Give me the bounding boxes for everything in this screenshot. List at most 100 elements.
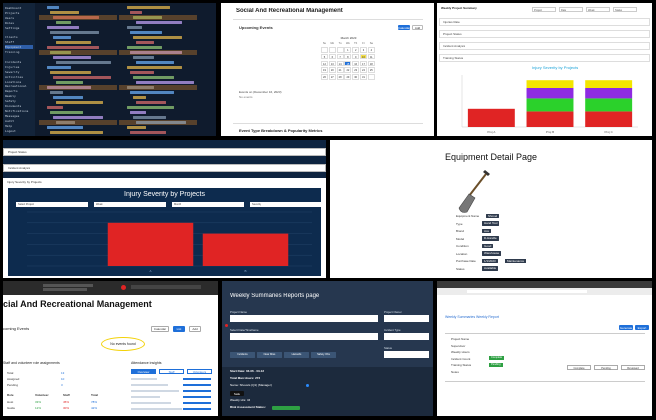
sidebar-item[interactable]: Users (5, 15, 15, 20)
add-button[interactable]: Add (189, 326, 201, 332)
sidebar-item[interactable]: Settings (5, 25, 20, 30)
sidebar-item[interactable]: Documents (5, 104, 22, 108)
list-button[interactable]: List (173, 326, 185, 332)
insight-tab[interactable]: Overview (131, 369, 156, 374)
project-status-field[interactable]: Project Status (3, 148, 326, 156)
calendar-day[interactable]: 5 (321, 53, 328, 60)
calendar-day[interactable]: 28 (336, 74, 344, 80)
bar-segment[interactable] (526, 111, 574, 127)
calendar-day[interactable]: 31 (360, 74, 367, 80)
calendar-day[interactable]: 18 (367, 60, 375, 67)
bar[interactable] (202, 233, 289, 266)
insight-tab[interactable]: Volunteers (187, 369, 212, 374)
calendar-day[interactable]: 25 (367, 67, 375, 73)
sidebar-item[interactable]: Equipment (5, 45, 33, 50)
calendar-day[interactable]: 19 (321, 67, 328, 73)
filter-select[interactable]: Week (586, 7, 610, 12)
sidebar-item[interactable] (5, 55, 33, 59)
calendar-day[interactable]: 1 (344, 47, 352, 53)
bar-segment[interactable] (585, 98, 633, 112)
sidebar-item[interactable]: Dashboard (5, 6, 22, 10)
calendar-day[interactable]: 9 (352, 53, 360, 60)
add-event-button[interactable]: Add (412, 25, 423, 30)
calendar-button[interactable]: Calendar (151, 326, 169, 332)
bar-segment[interactable] (585, 111, 633, 127)
sidebar-item[interactable]: Recreational (5, 84, 27, 89)
sidebar-item[interactable]: Weekly (5, 94, 16, 99)
filter-select[interactable]: Project (532, 7, 556, 12)
bar-segment[interactable] (585, 80, 633, 88)
calendar-day[interactable]: 3 (360, 47, 367, 53)
calendar-day[interactable]: 23 (352, 67, 360, 73)
sidebar-item[interactable]: Training (5, 50, 20, 55)
filter-select[interactable]: Status (613, 7, 637, 12)
sidebar-item[interactable] (5, 31, 33, 35)
report-tab[interactable]: Incidents (230, 352, 255, 358)
bar-segment[interactable] (467, 108, 515, 127)
summary-field[interactable]: Training Status (439, 54, 650, 62)
export-button[interactable]: Export (635, 325, 649, 330)
calendar-button[interactable]: Calendar (397, 25, 411, 30)
report-field[interactable] (230, 333, 378, 340)
calendar-day[interactable]: 15 (344, 60, 352, 67)
calendar-day[interactable]: 22 (344, 67, 352, 73)
summary-field[interactable]: Injuries Rate (439, 18, 650, 26)
status-chip[interactable]: Complete (567, 365, 591, 370)
sidebar-item[interactable]: Help (5, 123, 13, 128)
report-field[interactable] (384, 351, 429, 358)
calendar-day[interactable]: 11 (367, 53, 375, 60)
report-field[interactable] (384, 315, 429, 322)
calendar-day[interactable]: 13 (328, 60, 336, 67)
sidebar-item[interactable]: Roles (5, 20, 15, 25)
report-field[interactable] (384, 333, 429, 340)
sidebar-item[interactable]: Clients (5, 35, 18, 40)
sidebar-item[interactable]: Severity (5, 69, 20, 74)
calendar-day[interactable]: 24 (360, 67, 367, 73)
calendar-day[interactable]: 10 (360, 53, 367, 60)
insight-tab[interactable]: Staff (159, 369, 184, 374)
sidebar-item[interactable]: Incidents (5, 59, 22, 64)
sidebar-item[interactable]: Notifications (5, 108, 29, 113)
chart-filter[interactable]: Week (94, 202, 166, 207)
sidebar-item[interactable]: Logout (5, 128, 16, 133)
chart-filter[interactable]: Severity (250, 202, 322, 207)
sidebar-item[interactable]: Staff (5, 40, 15, 45)
calendar-day[interactable]: 14 (336, 60, 344, 67)
calendar-day[interactable]: 20 (328, 67, 336, 73)
filter-select[interactable]: Date (559, 7, 583, 12)
status-chip[interactable]: Reviewed (621, 365, 645, 370)
bar-segment[interactable] (526, 80, 574, 88)
calendar-day[interactable]: 30 (352, 74, 360, 80)
generate-button[interactable]: Generate (619, 325, 633, 330)
report-tab[interactable]: Near Miss (257, 352, 282, 358)
incident-analysis-field[interactable]: Incident Analysis (3, 164, 326, 172)
calendar-day[interactable]: 8 (344, 53, 352, 60)
sidebar-item[interactable]: Audit (5, 118, 15, 123)
status-chip[interactable]: Pending (594, 365, 618, 370)
assessment-toggle[interactable] (272, 406, 300, 410)
chart-filter[interactable]: Month (172, 202, 244, 207)
calendar-day[interactable]: 16 (352, 60, 360, 67)
sidebar-item[interactable]: Reports (5, 89, 18, 94)
chart-filter[interactable]: Select Project (16, 202, 88, 207)
calendar-day[interactable]: 2 (352, 47, 360, 53)
summary-field[interactable]: Incident Analysis (439, 42, 650, 50)
calendar-day[interactable]: 17 (360, 60, 367, 67)
bar-segment[interactable] (585, 88, 633, 99)
calendar-day[interactable]: 21 (336, 67, 344, 73)
bar-segment[interactable] (526, 88, 574, 99)
calendar-day[interactable]: 6 (328, 53, 336, 60)
sidebar-item[interactable]: Locations (5, 79, 22, 84)
calendar-day[interactable]: 27 (328, 74, 336, 80)
sidebar-item[interactable]: Activities (5, 74, 24, 79)
sidebar-item[interactable]: Messages (5, 113, 20, 118)
calendar-day[interactable]: 4 (367, 47, 375, 53)
sidebar-item[interactable]: Safety (5, 99, 16, 104)
calendar-day[interactable]: 29 (344, 74, 352, 80)
bar[interactable] (107, 222, 194, 266)
sidebar-item[interactable]: Projects (5, 10, 20, 15)
calendar-day[interactable]: 12 (321, 60, 328, 67)
bar-segment[interactable] (526, 98, 574, 112)
calendar-day[interactable]: 7 (336, 53, 344, 60)
report-tab[interactable]: Safety Obs (311, 352, 336, 358)
